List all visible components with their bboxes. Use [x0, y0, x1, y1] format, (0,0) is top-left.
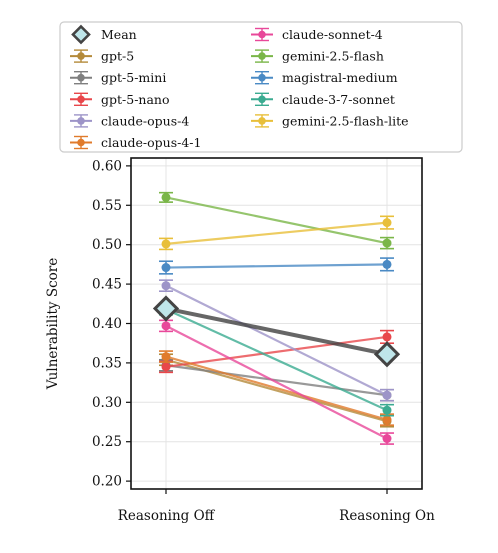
legend-box: [59, 21, 463, 153]
legend-item-gemini-2-5-flash: gemini-2.5-flash: [251, 49, 384, 64]
data-point: [161, 263, 171, 273]
plot-frame: [130, 157, 423, 490]
legend-item-gpt-5-nano: gpt-5-nano: [70, 92, 170, 107]
data-point: [382, 390, 392, 400]
x-tick-label: Reasoning On: [339, 508, 435, 524]
legend-label: gpt-5: [101, 49, 134, 64]
x-axis-ticks: Reasoning Off Reasoning On: [118, 489, 435, 524]
y-tick-label: 0.45: [92, 277, 122, 293]
series-line: [165, 355, 388, 421]
legend-item-magistral-medium: magistral-medium: [251, 70, 398, 85]
series-line: [165, 196, 388, 245]
y-axis-label: Vulnerability Score: [45, 258, 61, 390]
y-tick-label: 0.25: [92, 434, 122, 450]
legend-marker: [71, 24, 91, 45]
data-point: [382, 415, 392, 425]
data-point: [161, 192, 171, 202]
series-line: [165, 324, 388, 440]
y-axis-ticks: 0.20 0.25 0.30 0.35 0.40 0.45 0.50 0.55 0.60: [92, 158, 131, 490]
legend-label: magistral-medium: [282, 70, 398, 85]
series-mean: [152, 295, 401, 368]
series-gemini-2-5-flash-lite: [159, 215, 394, 251]
data-point: [161, 239, 171, 249]
legend-marker: [77, 117, 85, 125]
series-line: [165, 306, 388, 357]
series-gpt-5-nano: [159, 329, 394, 374]
data-point: [161, 362, 171, 372]
legend-marker: [77, 95, 85, 104]
series-line: [165, 221, 388, 245]
y-tick-label: 0.55: [92, 198, 122, 214]
mean-point: [373, 341, 401, 368]
data-point: [382, 238, 392, 248]
legend-item-gpt-5: gpt-5: [70, 49, 134, 64]
y-tick-label: 0.60: [92, 158, 122, 174]
series-line: [165, 263, 388, 269]
series-claude-sonnet-4: [159, 319, 394, 445]
legend-label: gemini-2.5-flash: [282, 49, 384, 64]
legend: Mean gpt-5 gpt-5-mini gpt-5-nano claude-opus…: [59, 21, 463, 153]
legend-marker: [258, 30, 266, 39]
legend-item-claude-sonnet-4: claude-sonnet-4: [251, 27, 383, 42]
x-tick-label: Reasoning Off: [118, 508, 216, 524]
legend-label: claude-opus-4-1: [101, 135, 201, 150]
legend-label: Mean: [101, 27, 137, 42]
legend-item-gemini-2-5-flash-lite: gemini-2.5-flash-lite: [251, 113, 409, 128]
y-tick-label: 0.30: [92, 395, 122, 411]
legend-marker: [258, 52, 266, 60]
data-point: [161, 281, 171, 291]
legend-label: claude-opus-4: [101, 113, 189, 128]
data-point: [382, 332, 392, 342]
series-claude-opus-4-1: [159, 350, 394, 426]
series-line: [165, 284, 388, 397]
data-point: [161, 352, 171, 362]
legend-label: gpt-5-nano: [101, 92, 170, 107]
legend-item-claude-opus-4-1: claude-opus-4-1: [70, 135, 201, 150]
legend-label: gpt-5-mini: [101, 70, 166, 85]
y-tick-label: 0.40: [92, 316, 122, 332]
data-point: [382, 218, 392, 228]
legend-marker: [77, 138, 85, 147]
legend-item-claude-opus-4: claude-opus-4: [70, 113, 189, 128]
data-point: [382, 405, 392, 415]
data-point: [382, 259, 392, 269]
grid: [131, 158, 422, 489]
series-line: [165, 308, 388, 412]
legend-item-mean: Mean: [71, 24, 137, 45]
series-line: [165, 335, 388, 368]
mean-point: [152, 295, 180, 322]
series-claude-opus-4: [159, 279, 394, 402]
series-claude-3-7-sonnet: [159, 302, 394, 417]
legend-label: claude-sonnet-4: [282, 27, 383, 42]
legend-marker: [258, 117, 266, 125]
legend-label: gemini-2.5-flash-lite: [282, 113, 409, 128]
y-tick-label: 0.20: [92, 474, 122, 490]
data-point: [161, 321, 171, 331]
series-gemini-2-5-flash: [159, 191, 394, 250]
legend-marker: [258, 73, 266, 82]
legend-marker: [77, 73, 85, 82]
legend-marker: [77, 52, 85, 60]
y-tick-label: 0.35: [92, 355, 122, 371]
series-magistral-medium: [159, 257, 394, 275]
legend-item-claude-3-7-sonnet: claude-3-7-sonnet: [251, 92, 395, 107]
y-tick-label: 0.50: [92, 237, 122, 253]
data-point: [382, 434, 392, 444]
series-line: [165, 364, 388, 397]
legend-label: claude-3-7-sonnet: [282, 92, 395, 107]
legend-marker: [258, 95, 266, 104]
legend-item-gpt-5-mini: gpt-5-mini: [70, 70, 166, 85]
series-layer: [152, 191, 401, 445]
